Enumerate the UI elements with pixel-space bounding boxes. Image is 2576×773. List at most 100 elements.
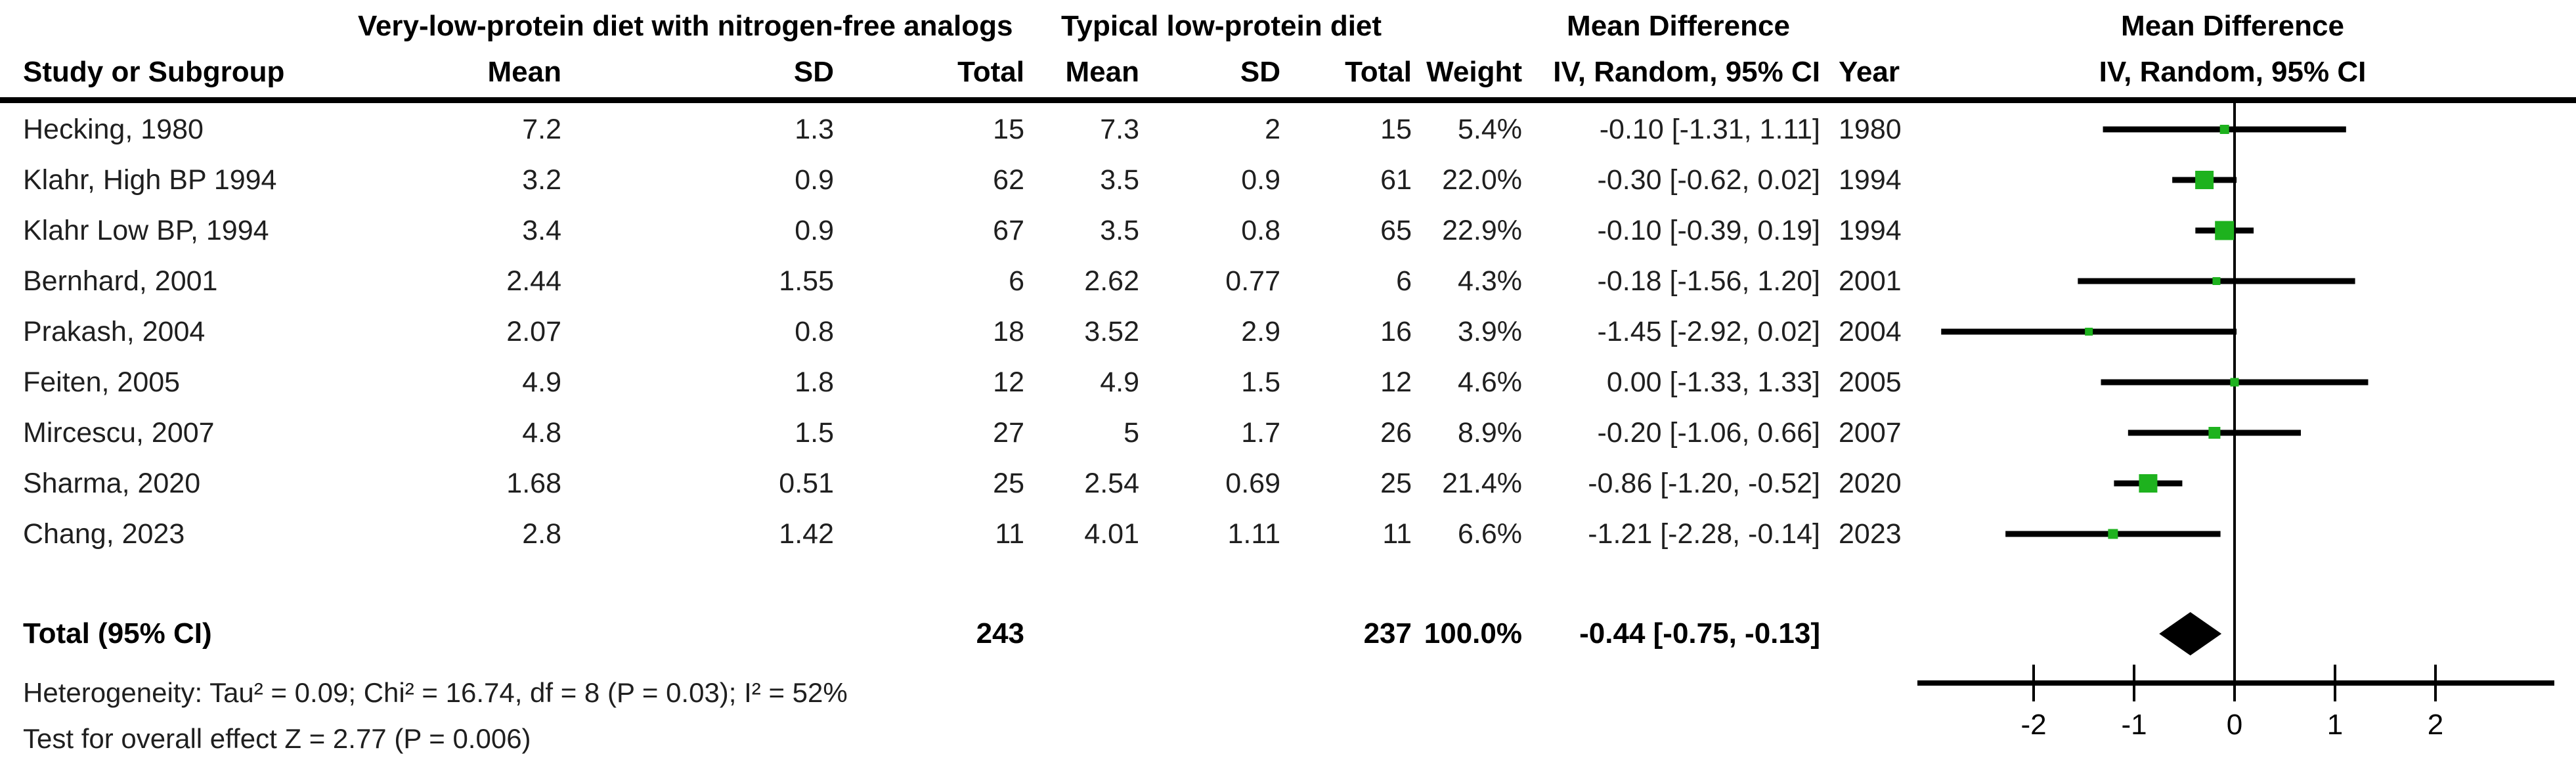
weight-cell: 4.3% [1457, 265, 1522, 297]
mean-exp-cell: 4.8 [522, 417, 561, 449]
sd-exp-cell: 0.8 [795, 316, 834, 347]
weight-cell: 21.4% [1442, 468, 1522, 499]
total-ctl-cell: 61 [1380, 164, 1412, 196]
total-exp-sum: 243 [976, 617, 1024, 650]
total-ctl-cell: 25 [1380, 468, 1412, 499]
table-row: Prakash, 2004 2.07 0.8 18 3.52 2.9 16 3.… [0, 311, 2576, 353]
total-ctl-cell: 16 [1380, 316, 1412, 347]
year-cell: 2005 [1839, 366, 1902, 398]
col-header-total-ctl: Total [1345, 56, 1412, 88]
ci-text-cell: 0.00 [-1.33, 1.33] [1606, 366, 1820, 398]
sd-ctl-cell: 1.11 [1227, 518, 1281, 550]
mean-ctl-cell: 2.54 [1084, 468, 1139, 499]
ci-text-cell: -1.45 [-2.92, 0.02] [1597, 316, 1820, 347]
mean-exp-cell: 2.44 [506, 265, 561, 297]
mean-ctl-cell: 5 [1124, 417, 1139, 449]
ci-text-cell: -0.10 [-1.31, 1.11] [1599, 114, 1820, 145]
study-label: Klahr, High BP 1994 [23, 164, 277, 196]
ci-text-cell: -0.20 [-1.06, 0.66] [1597, 417, 1820, 449]
table-row: Hecking, 1980 7.2 1.3 15 7.3 2 15 5.4% -… [0, 108, 2576, 150]
group2-header: Typical low-protein diet [1060, 10, 1382, 42]
mean-difference-header: Mean Difference [1567, 10, 1790, 42]
sd-exp-cell: 1.8 [795, 366, 834, 398]
col-header-total-exp: Total [957, 56, 1024, 88]
weight-cell: 8.9% [1457, 417, 1522, 449]
mean-exp-cell: 2.07 [506, 316, 561, 347]
sd-exp-cell: 0.9 [795, 215, 834, 246]
tick-label: -1 [2121, 709, 2147, 741]
weight-cell: 3.9% [1457, 316, 1522, 347]
year-cell: 2020 [1839, 468, 1902, 499]
plot-ci-subheader: IV, Random, 95% CI [2099, 56, 2367, 88]
total-ci-text: -0.44 [-0.75, -0.13] [1579, 617, 1820, 650]
sd-ctl-cell: 0.9 [1241, 164, 1280, 196]
col-header-sd-exp: SD [793, 56, 834, 88]
year-cell: 2004 [1839, 316, 1902, 347]
total-row: Total (95% CI) 243 237 100.0% -0.44 [-0.… [0, 613, 2576, 655]
heterogeneity-text: Heterogeneity: Tau² = 0.09; Chi² = 16.74… [23, 677, 848, 708]
total-ctl-cell: 12 [1380, 366, 1412, 398]
total-ctl-sum: 237 [1363, 617, 1412, 650]
total-exp-cell: 67 [993, 215, 1024, 246]
total-exp-cell: 6 [1009, 265, 1024, 297]
weight-cell: 5.4% [1457, 114, 1522, 145]
mean-ctl-cell: 7.3 [1100, 114, 1139, 145]
sd-exp-cell: 1.42 [779, 518, 834, 550]
weight-cell: 22.9% [1442, 215, 1522, 246]
ci-text-cell: -0.86 [-1.20, -0.52] [1588, 468, 1820, 499]
sd-exp-cell: 1.3 [795, 114, 834, 145]
col-header-mean-ctl: Mean [1065, 56, 1139, 88]
sd-exp-cell: 0.9 [795, 164, 834, 196]
header-divider-rule [0, 97, 2576, 103]
group1-header: Very-low-protein diet with nitrogen-free… [358, 10, 1013, 42]
year-cell: 2001 [1839, 265, 1902, 297]
study-label: Klahr Low BP, 1994 [23, 215, 269, 246]
mean-exp-cell: 2.8 [522, 518, 561, 550]
sd-exp-cell: 1.5 [795, 417, 834, 449]
mean-ctl-cell: 3.5 [1100, 215, 1139, 246]
sd-ctl-cell: 0.8 [1241, 215, 1280, 246]
year-cell: 1980 [1839, 114, 1902, 145]
sd-ctl-cell: 2.9 [1241, 316, 1280, 347]
total-ctl-cell: 6 [1396, 265, 1412, 297]
mean-ctl-cell: 2.62 [1084, 265, 1139, 297]
tick-label: -2 [2020, 709, 2046, 741]
study-label: Bernhard, 2001 [23, 265, 218, 297]
study-label: Mircescu, 2007 [23, 417, 215, 449]
mean-exp-cell: 1.68 [506, 468, 561, 499]
year-cell: 2023 [1839, 518, 1902, 550]
year-cell: 1994 [1839, 215, 1902, 246]
total-exp-cell: 25 [993, 468, 1024, 499]
plot-mean-difference-header: Mean Difference [2121, 10, 2344, 42]
tick-label: 1 [2327, 709, 2343, 741]
table-row: Klahr, High BP 1994 3.2 0.9 62 3.5 0.9 6… [0, 159, 2576, 201]
mean-exp-cell: 7.2 [522, 114, 561, 145]
col-header-ci: IV, Random, 95% CI [1553, 56, 1820, 88]
weight-cell: 6.6% [1457, 518, 1522, 550]
study-label: Sharma, 2020 [23, 468, 201, 499]
mean-ctl-cell: 3.5 [1100, 164, 1139, 196]
study-label: Chang, 2023 [23, 518, 185, 550]
tick-label: 0 [2227, 709, 2242, 741]
total-exp-cell: 11 [995, 518, 1024, 550]
total-exp-cell: 62 [993, 164, 1024, 196]
total-ctl-cell: 11 [1382, 518, 1412, 550]
sd-ctl-cell: 1.7 [1241, 417, 1280, 449]
sd-exp-cell: 1.55 [779, 265, 834, 297]
mean-ctl-cell: 4.01 [1084, 518, 1139, 550]
weight-cell: 4.6% [1457, 366, 1522, 398]
mean-exp-cell: 4.9 [522, 366, 561, 398]
table-row: Chang, 2023 2.8 1.42 11 4.01 1.11 11 6.6… [0, 513, 2576, 555]
total-label: Total (95% CI) [23, 617, 212, 650]
total-ctl-cell: 65 [1380, 215, 1412, 246]
mean-ctl-cell: 4.9 [1100, 366, 1139, 398]
ci-text-cell: -1.21 [-2.28, -0.14] [1588, 518, 1820, 550]
sd-ctl-cell: 2 [1265, 114, 1280, 145]
col-header-year: Year [1839, 56, 1900, 88]
weight-cell: 22.0% [1442, 164, 1522, 196]
table-row: Klahr Low BP, 1994 3.4 0.9 67 3.5 0.8 65… [0, 210, 2576, 252]
year-cell: 1994 [1839, 164, 1902, 196]
study-label: Prakash, 2004 [23, 316, 206, 347]
mean-exp-cell: 3.4 [522, 215, 561, 246]
